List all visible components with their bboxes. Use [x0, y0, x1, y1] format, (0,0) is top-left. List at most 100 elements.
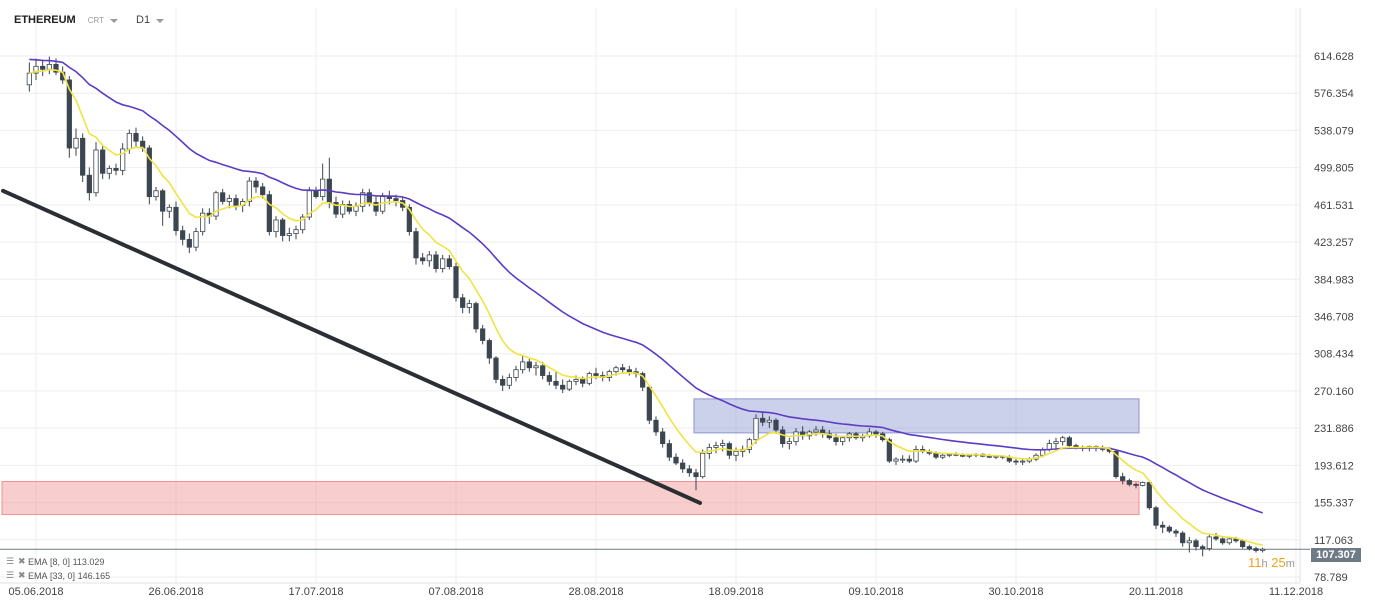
candle-countdown: 11h 25m — [1248, 555, 1295, 570]
candle-down — [373, 202, 379, 212]
candle-down — [906, 458, 912, 462]
x-tick-label: 11.12.2018 — [1269, 586, 1323, 598]
candle-up — [1046, 443, 1052, 450]
candle-up — [106, 168, 112, 174]
candle-up — [753, 417, 759, 441]
candle-down — [80, 137, 86, 176]
trendline[interactable] — [1, 188, 702, 505]
candle-down — [86, 174, 92, 194]
candle-up — [26, 72, 32, 86]
x-tick-label: 20.11.2018 — [1129, 586, 1183, 598]
indicator-params: [33, 0] — [50, 570, 76, 581]
candle-down — [313, 190, 319, 198]
candle-down — [1213, 536, 1219, 540]
x-tick-label: 30.10.2018 — [988, 586, 1043, 598]
x-tick-label: 07.08.2018 — [428, 586, 483, 598]
remove-icon[interactable]: ✖ — [18, 570, 26, 580]
candle-down — [580, 379, 586, 384]
countdown-hours: 11 — [1248, 555, 1262, 570]
candle-up — [126, 133, 132, 150]
candle-down — [1153, 507, 1159, 526]
candle-up — [193, 231, 199, 248]
candle-down — [660, 431, 666, 444]
candle-up — [166, 206, 172, 212]
candle-up — [120, 148, 126, 171]
chart-grid — [0, 8, 1301, 584]
candle-down — [146, 147, 152, 198]
indicator-value: 146.165 — [77, 570, 111, 581]
candle-down — [626, 369, 632, 373]
ema-33-line — [29, 58, 1263, 514]
timeframe-dropdown-icon[interactable] — [156, 19, 165, 23]
candle-down — [886, 439, 892, 462]
candle-up — [93, 149, 99, 194]
candle-down — [646, 386, 652, 421]
candle-down — [173, 206, 179, 232]
candle-up — [513, 369, 519, 378]
candle-down — [160, 190, 166, 212]
chart-zones — [1, 398, 1140, 516]
candle-down — [760, 417, 766, 423]
timeframe-label[interactable]: D1 — [136, 14, 151, 26]
candle-up — [786, 441, 792, 444]
y-tick-label: 576.354 — [1314, 88, 1354, 100]
symbol-label[interactable]: ETHEREUM — [14, 14, 76, 26]
candle-up — [73, 137, 79, 149]
y-tick-label: 384.983 — [1314, 274, 1354, 286]
y-tick-label: 614.628 — [1314, 51, 1354, 63]
x-axis: 05.06.2018 26.06.2018 17.07.2018 07.08.2018… — [8, 586, 1323, 598]
candle-down — [413, 231, 419, 259]
y-tick-label: 193.612 — [1314, 460, 1354, 472]
y-tick-label: 231.886 — [1314, 423, 1354, 435]
candle-up — [713, 445, 719, 448]
candle-down — [673, 456, 679, 464]
candle-down — [780, 429, 786, 444]
candle-down — [693, 472, 699, 478]
y-tick-label: 155.337 — [1314, 498, 1354, 510]
indicator-ema-33[interactable]: ☰ ✖ EMA [33, 0] 146.165 — [6, 570, 110, 581]
candle-up — [153, 190, 159, 198]
y-tick-label: 78.789 — [1314, 572, 1348, 584]
support-zone[interactable] — [1, 481, 1140, 516]
candle-down — [433, 254, 439, 269]
candle-down — [1166, 526, 1172, 532]
settings-icon[interactable]: ☰ — [6, 570, 15, 580]
candle-down — [1126, 480, 1132, 485]
candle-down — [53, 63, 59, 73]
candle-up — [940, 454, 946, 458]
candle-down — [553, 380, 559, 386]
y-tick-label: 461.531 — [1314, 200, 1354, 212]
remove-icon[interactable]: ✖ — [18, 556, 26, 566]
candle-down — [686, 468, 692, 474]
ema-8-line — [29, 68, 1263, 546]
candle-down — [546, 375, 552, 382]
candle-up — [913, 449, 919, 462]
candle-up — [793, 431, 799, 443]
y-tick-label: 423.257 — [1314, 237, 1354, 249]
candle-down — [986, 455, 992, 458]
candle-down — [446, 258, 452, 268]
candle-up — [1140, 482, 1146, 486]
x-tick-label: 26.06.2018 — [148, 586, 203, 598]
candle-up — [440, 258, 446, 269]
candle-up — [226, 198, 232, 202]
candle-down — [1220, 538, 1226, 544]
candle-down — [873, 431, 879, 435]
candle-down — [1066, 437, 1072, 446]
candle-up — [700, 452, 706, 478]
y-tick-label: 346.708 — [1314, 312, 1354, 324]
candle-up — [300, 216, 306, 231]
candle-down — [266, 194, 272, 233]
chart-type-label[interactable]: CRT — [87, 15, 105, 25]
indicator-ema-8[interactable]: ☰ ✖ EMA [8, 0] 113.029 — [6, 556, 104, 567]
candle-up — [520, 361, 526, 371]
candle-up — [466, 303, 472, 308]
chart-type-dropdown-icon[interactable] — [110, 19, 119, 23]
countdown-minutes: 25 — [1271, 555, 1286, 570]
resistance-zone[interactable] — [693, 398, 1140, 434]
candle-down — [460, 297, 466, 308]
candle-up — [946, 453, 952, 456]
x-tick-label: 05.06.2018 — [8, 586, 63, 598]
settings-icon[interactable]: ☰ — [6, 556, 15, 566]
